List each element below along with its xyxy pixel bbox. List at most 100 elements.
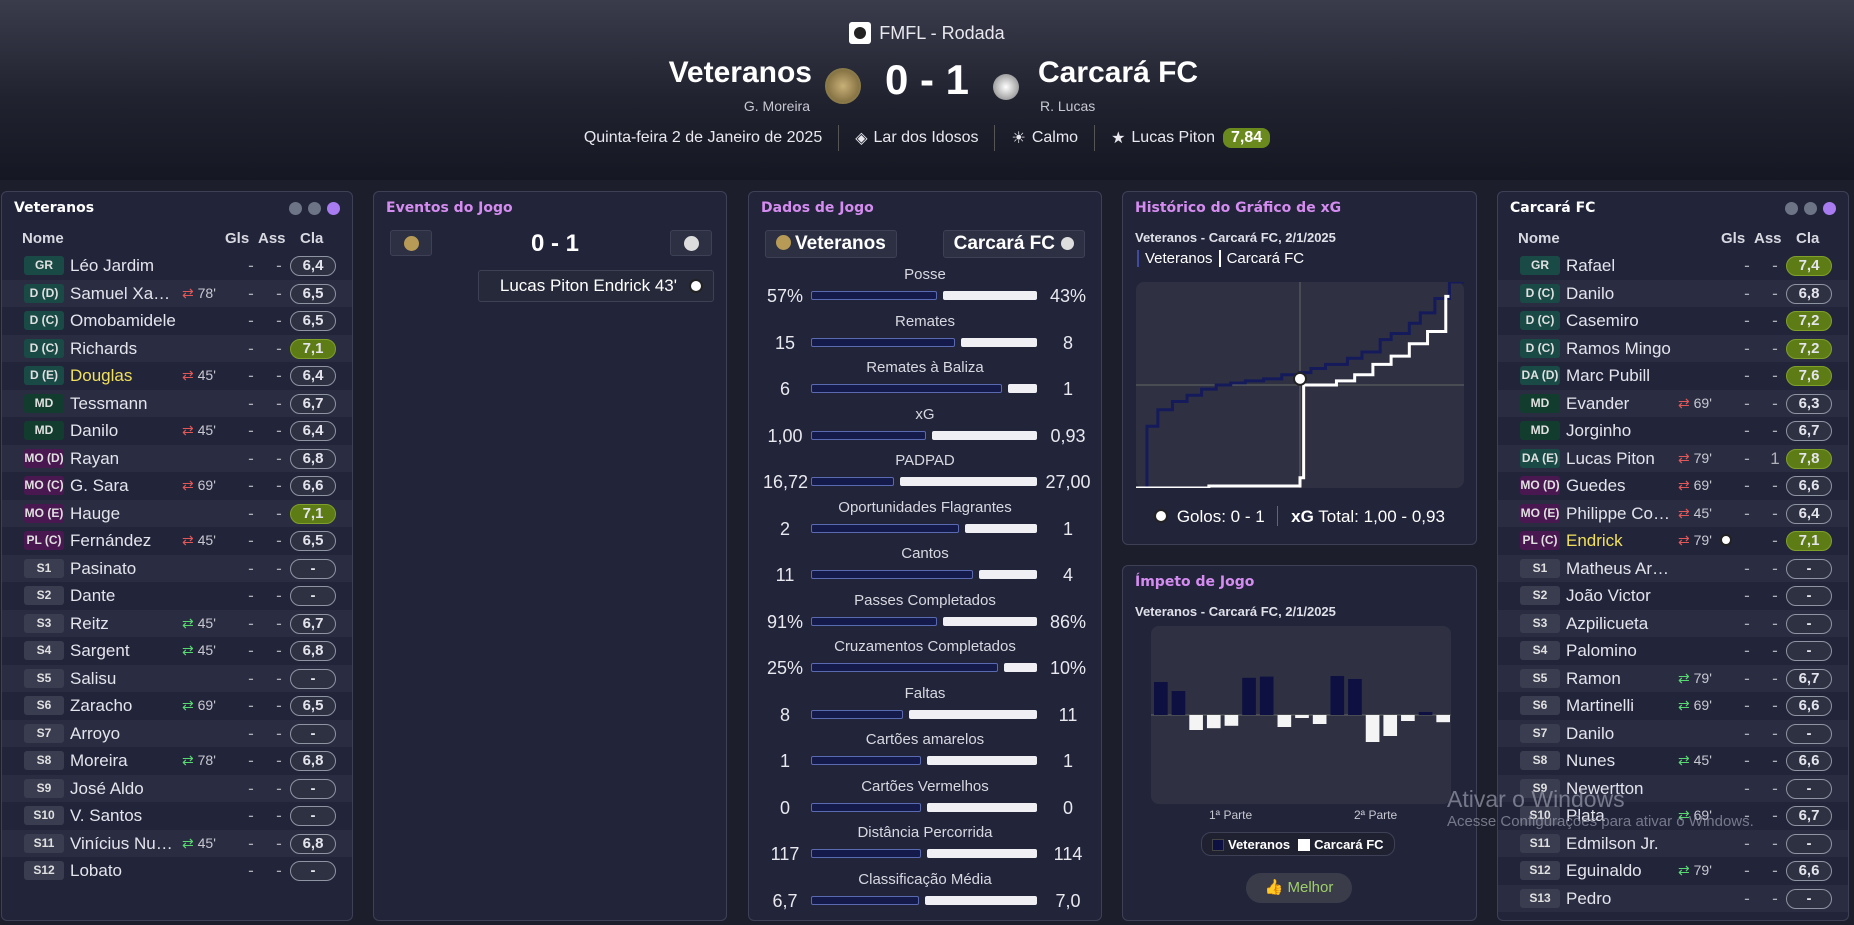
player-name[interactable]: João Victor xyxy=(1566,586,1651,605)
col-assists[interactable]: Ass xyxy=(1754,230,1782,247)
player-name[interactable]: Léo Jardim xyxy=(70,256,155,275)
player-name[interactable]: Danilo xyxy=(70,421,119,440)
view-dot-3[interactable] xyxy=(327,202,340,215)
player-row[interactable]: MO (C) G. Sara ⇄ 69' - -6,6 xyxy=(2,472,352,500)
player-row[interactable]: DA (D) Marc Pubill - -7,6 xyxy=(1498,362,1848,390)
player-name[interactable]: Casemiro xyxy=(1566,311,1639,330)
player-name[interactable]: Richards xyxy=(70,338,138,358)
player-row[interactable]: D (D) Samuel Xavier ⇄ 78' - -6,5 xyxy=(2,279,352,307)
player-row[interactable]: S7 Danilo - - - xyxy=(1498,719,1848,747)
player-row[interactable]: S10 Plata ⇄ 69' - -6,7 xyxy=(1498,802,1848,830)
player-row[interactable]: S12 Lobato - - - xyxy=(2,857,352,885)
player-name[interactable]: V. Santos xyxy=(70,806,143,825)
player-row[interactable]: MO (D) Guedes ⇄ 69' - -6,6 xyxy=(1498,472,1848,500)
player-name[interactable]: Danilo xyxy=(1566,723,1615,743)
player-name[interactable]: Rafael xyxy=(1566,256,1616,275)
player-name[interactable]: Douglas xyxy=(70,366,133,385)
stats-home-team[interactable]: Veteranos xyxy=(765,230,897,258)
player-name[interactable]: Rayan xyxy=(70,448,120,468)
player-name[interactable]: Guedes xyxy=(1566,476,1626,495)
player-row[interactable]: PL (C) Endrick ⇄ 79' -7,1 xyxy=(1498,527,1848,555)
xg-legend-away[interactable]: Carcará FC xyxy=(1218,250,1311,267)
player-row[interactable]: S13 Pedro - - - xyxy=(1498,884,1848,912)
player-row[interactable]: D (C) Richards - -7,1 xyxy=(2,334,352,362)
player-row[interactable]: S8 Nunes ⇄ 45' - -6,6 xyxy=(1498,747,1848,775)
player-name[interactable]: Lucas Piton xyxy=(1566,448,1655,468)
player-row[interactable]: MD Evander ⇄ 69' - -6,3 xyxy=(1498,389,1848,417)
player-name[interactable]: Sargent xyxy=(70,641,130,660)
player-row[interactable]: S8 Moreira ⇄ 78' - -6,8 xyxy=(2,747,352,775)
player-name[interactable]: Azpilicueta xyxy=(1566,613,1649,633)
player-name[interactable]: Palomino xyxy=(1566,641,1637,660)
competition[interactable]: FMFL - Rodada xyxy=(0,22,1854,44)
player-name[interactable]: José Aldo xyxy=(70,778,144,798)
view-dot-1[interactable] xyxy=(1785,202,1798,215)
home-team-name[interactable]: Veteranos xyxy=(668,56,812,89)
player-name[interactable]: Ramon xyxy=(1566,668,1621,688)
event-goal[interactable]: Lucas Piton Endrick 43' xyxy=(478,270,714,302)
player-name[interactable]: Pedro xyxy=(1566,888,1612,908)
away-coach[interactable]: R. Lucas xyxy=(1040,98,1096,114)
player-row[interactable]: S1 Pasinato - - - xyxy=(2,554,352,582)
player-row[interactable]: D (C) Danilo - -6,8 xyxy=(1498,279,1848,307)
col-goals[interactable]: Gls xyxy=(225,230,250,247)
player-row[interactable]: MD Danilo ⇄ 45' - -6,4 xyxy=(2,417,352,445)
xg-legend-home[interactable]: Veteranos xyxy=(1137,250,1219,267)
player-name[interactable]: Tessmann xyxy=(70,393,148,413)
player-name[interactable]: Omobamidele xyxy=(70,311,176,330)
away-team-name[interactable]: Carcará FC xyxy=(1038,56,1199,89)
player-row[interactable]: DA (E) Lucas Piton ⇄ 79' -1 7,8 xyxy=(1498,444,1848,472)
player-row[interactable]: S11 Vinícius Nunes ⇄ 45' - -6,8 xyxy=(2,829,352,857)
player-name[interactable]: Moreira xyxy=(70,751,128,770)
player-name[interactable]: Nunes xyxy=(1566,751,1616,770)
player-row[interactable]: PL (C) Fernández ⇄ 45' - -6,5 xyxy=(2,527,352,555)
col-name[interactable]: Nome xyxy=(22,230,64,247)
player-row[interactable]: S3 Reitz ⇄ 45' - -6,7 xyxy=(2,609,352,637)
player-row[interactable]: D (E) Douglas ⇄ 45' - -6,4 xyxy=(2,362,352,390)
player-row[interactable]: S5 Ramon ⇄ 79' - -6,7 xyxy=(1498,664,1848,692)
player-row[interactable]: S1 Matheus Araújo - - - xyxy=(1498,554,1848,582)
player-row[interactable]: S11 Edmilson Jr. - - - xyxy=(1498,829,1848,857)
player-name[interactable]: Pasinato xyxy=(70,558,137,578)
player-row[interactable]: S2 João Victor - - - xyxy=(1498,582,1848,610)
player-row[interactable]: S6 Martinelli ⇄ 69' - -6,6 xyxy=(1498,692,1848,720)
player-name[interactable]: Marc Pubill xyxy=(1566,366,1651,385)
view-dot-3[interactable] xyxy=(1823,202,1836,215)
player-row[interactable]: S10 V. Santos - - - xyxy=(2,802,352,830)
player-row[interactable]: MO (E)Philippe Coutinho⇄ 45'--6,4 xyxy=(1498,499,1848,527)
view-dot-2[interactable] xyxy=(308,202,321,215)
player-name[interactable]: Zaracho xyxy=(70,696,133,715)
player-row[interactable]: S4 Palomino - - - xyxy=(1498,637,1848,665)
player-of-match[interactable]: Lucas Piton xyxy=(1131,129,1216,146)
player-row[interactable]: S3 Azpilicueta - - - xyxy=(1498,609,1848,637)
player-row[interactable]: D (C) Ramos Mingo - -7,2 xyxy=(1498,334,1848,362)
view-dot-1[interactable] xyxy=(289,202,302,215)
player-row[interactable]: GR Rafael - -7,4 xyxy=(1498,252,1848,280)
col-rating[interactable]: Cla xyxy=(300,230,324,247)
player-name[interactable]: Dante xyxy=(70,586,116,605)
player-name[interactable]: G. Sara xyxy=(70,476,129,495)
player-row[interactable]: MD Jorginho - -6,7 xyxy=(1498,417,1848,445)
player-name[interactable]: Matheus Araújo xyxy=(1566,558,1674,578)
stats-away-team[interactable]: Carcará FC xyxy=(942,230,1085,258)
player-name[interactable]: Philippe Coutinho xyxy=(1566,503,1674,523)
player-name[interactable]: Edmilson Jr. xyxy=(1566,833,1659,853)
player-name[interactable]: Plata xyxy=(1566,806,1605,825)
col-name[interactable]: Nome xyxy=(1518,230,1560,247)
best-button[interactable]: 👍 Melhor xyxy=(1246,873,1352,903)
col-rating[interactable]: Cla xyxy=(1796,230,1820,247)
player-row[interactable]: MO (E) Hauge - -7,1 xyxy=(2,499,352,527)
col-assists[interactable]: Ass xyxy=(258,230,286,247)
home-coach[interactable]: G. Moreira xyxy=(743,98,810,114)
player-name[interactable]: Salisu xyxy=(70,668,117,688)
player-name[interactable]: Arroyo xyxy=(70,723,121,743)
player-name[interactable]: Fernández xyxy=(70,531,152,550)
stadium[interactable]: Lar dos Idosos xyxy=(873,129,979,146)
player-name[interactable]: Eguinaldo xyxy=(1566,861,1642,880)
player-row[interactable]: GR Léo Jardim - -6,4 xyxy=(2,252,352,280)
view-dot-2[interactable] xyxy=(1804,202,1817,215)
player-row[interactable]: S9 José Aldo - - - xyxy=(2,774,352,802)
player-name[interactable]: Samuel Xavier xyxy=(70,283,178,303)
player-row[interactable]: S7 Arroyo - - - xyxy=(2,719,352,747)
player-row[interactable]: D (C) Casemiro - -7,2 xyxy=(1498,307,1848,335)
